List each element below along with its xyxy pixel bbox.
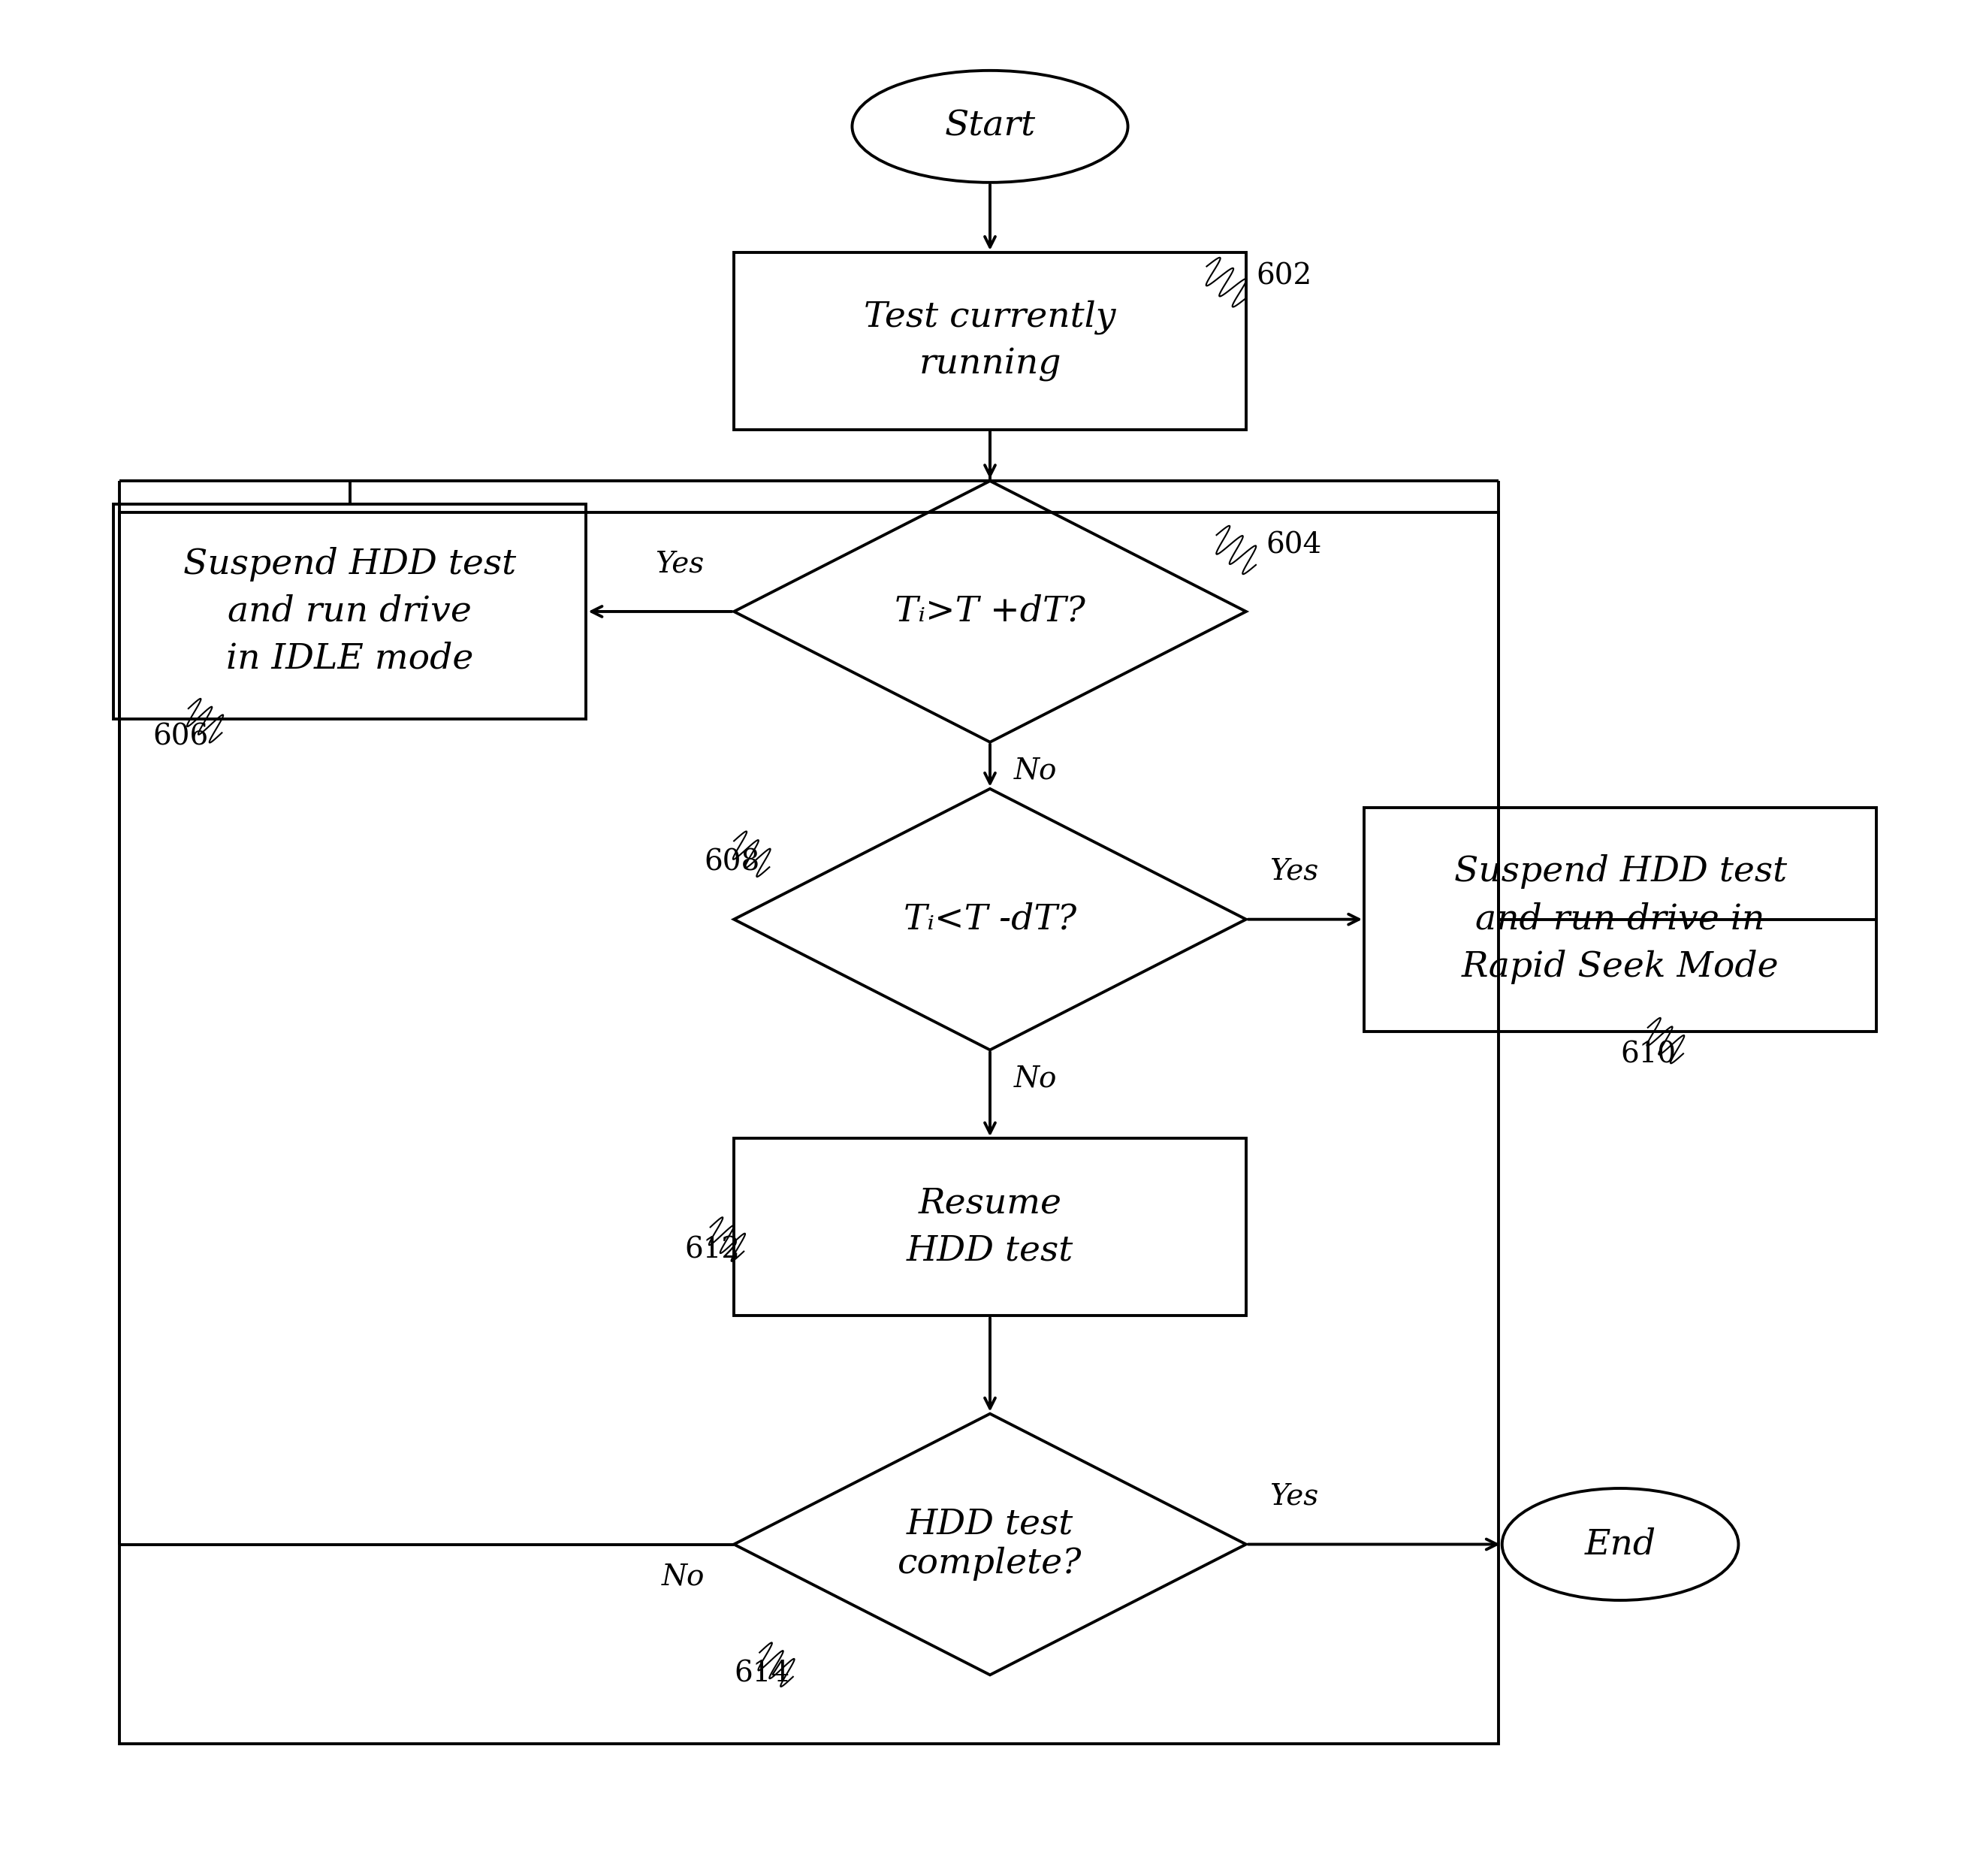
Text: Tᵢ>T +dT?: Tᵢ>T +dT? — [895, 595, 1085, 628]
Text: 614: 614 — [735, 1660, 790, 1688]
Text: No: No — [1014, 1066, 1057, 1092]
Text: Tᵢ<T -dT?: Tᵢ<T -dT? — [903, 902, 1077, 936]
Text: 602: 602 — [1255, 263, 1311, 291]
Text: Yes: Yes — [1269, 1482, 1319, 1510]
Text: Start: Start — [944, 109, 1036, 143]
Bar — [119, 512, 1499, 1745]
Text: 606: 606 — [152, 724, 208, 750]
Bar — [735, 1139, 1245, 1315]
Bar — [113, 505, 586, 719]
Text: HDD test
complete?: HDD test complete? — [897, 1508, 1083, 1581]
Text: Yes: Yes — [1269, 857, 1319, 885]
Text: End: End — [1584, 1527, 1655, 1561]
Text: Suspend HDD test
and run drive in
Rapid Seek Mode: Suspend HDD test and run drive in Rapid … — [1453, 854, 1786, 985]
Bar — [1364, 807, 1877, 1032]
Text: No: No — [1014, 758, 1057, 784]
Text: No: No — [661, 1563, 705, 1591]
Text: Suspend HDD test
and run drive
in IDLE mode: Suspend HDD test and run drive in IDLE m… — [184, 548, 517, 675]
Text: 612: 612 — [685, 1236, 741, 1264]
Text: Resume
HDD test: Resume HDD test — [907, 1186, 1073, 1268]
Text: Yes: Yes — [655, 550, 705, 578]
Text: Test currently
running: Test currently running — [863, 300, 1117, 383]
Bar — [735, 253, 1245, 430]
Text: 610: 610 — [1620, 1041, 1675, 1069]
Text: 604: 604 — [1265, 531, 1321, 559]
Text: 608: 608 — [705, 848, 760, 876]
